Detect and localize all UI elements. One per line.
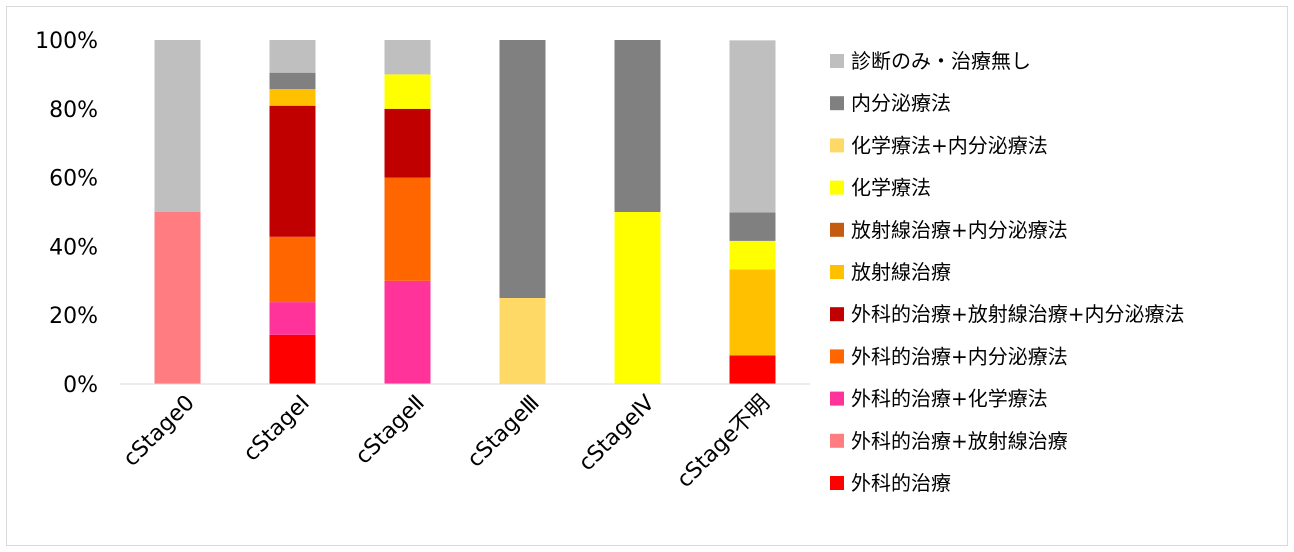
legend-label: 化学療法 [851,176,931,200]
legend-label: 外科的治療+放射線治療+内分泌療法 [851,302,1185,326]
legend-label: 外科的治療+放射線治療 [851,429,1068,453]
x-category-label: cStageⅡ [351,391,430,470]
bar-segment [384,108,431,178]
chart-frame [6,6,1288,546]
bar-segment [269,105,316,237]
bar-segment [729,40,776,213]
x-category-label: cStageⅢ [463,391,545,473]
x-category-label: cStage0 [119,391,200,472]
bar-segment [384,177,431,281]
legend-swatch [830,265,844,279]
bar-segment [729,355,776,384]
legend-swatch [830,180,844,195]
bar-segment [614,212,661,384]
legend-label: 化学療法+内分泌療法 [851,133,1048,157]
bar-segment [154,40,201,212]
legend-swatch [830,54,844,68]
legend-label: 外科的治療+内分泌療法 [851,344,1068,368]
x-category-label: cStageⅠ [239,391,315,467]
legend-swatch [830,391,844,406]
bar-segment [269,89,316,106]
bar-segment [499,298,546,384]
bar-segment [384,280,431,384]
legend-swatch [830,138,844,153]
bar-segment [269,334,316,384]
x-category-label: cStage不明 [672,391,774,493]
y-axis: 0% 20% 40% 60% 80% 100% [35,29,98,398]
legend-label: 放射線治療+内分泌療法 [851,218,1068,242]
y-tick-label: 80% [49,98,98,123]
y-tick-label: 20% [49,304,98,329]
y-tick-label: 40% [49,235,98,260]
bar-segment [729,212,776,241]
legend-swatch [830,307,844,322]
bar-segment [729,240,776,270]
bar-segment [269,302,316,335]
legend-swatch [830,96,844,111]
bar-segment [154,212,201,384]
bar-segment [729,269,776,356]
legend-label: 診断のみ・治療無し [851,49,1031,73]
legend-label: 内分泌療法 [851,91,951,115]
legend-label: 放射線治療 [851,260,951,284]
legend-swatch [830,476,844,490]
x-axis-labels: cStage0 cStageⅠ cStageⅡ cStageⅢ cStageⅣ cStag… [119,390,775,493]
bar-segment [269,40,316,73]
x-category-label: cStageⅣ [574,390,660,476]
bar-segment [269,236,316,303]
legend-swatch [830,222,844,237]
bar-segment [384,74,431,109]
legend-swatch [830,349,844,364]
legend: 診断のみ・治療無し内分泌療法化学療法+内分泌療法化学療法放射線治療+内分泌療法放… [830,49,1185,495]
legend-swatch [830,433,844,448]
bars-group [154,40,776,384]
y-tick-label: 60% [49,167,98,192]
legend-label: 外科的治療 [851,471,951,495]
y-tick-label: 0% [63,373,98,398]
bar-segment [614,40,661,212]
y-tick-label: 100% [35,29,98,54]
bar-segment [499,40,546,298]
bar-segment [384,40,431,75]
bar-segment [269,72,316,90]
legend-label: 外科的治療+化学療法 [851,387,1048,411]
